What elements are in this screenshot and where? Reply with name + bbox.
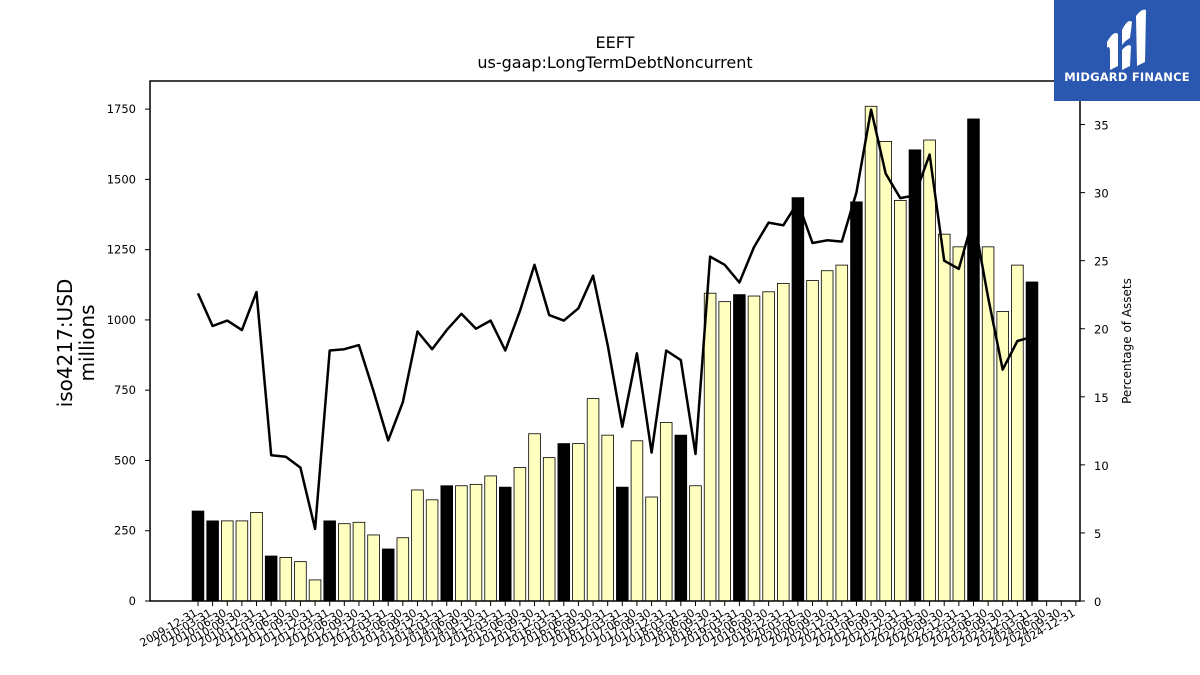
- bar-47: [879, 141, 892, 602]
- bar-26: [572, 443, 585, 602]
- bar-3: [235, 520, 249, 602]
- logo-mark-icon: [1107, 9, 1146, 70]
- bar-56: [1011, 264, 1024, 602]
- bar-19: [469, 483, 483, 602]
- bar-53: [967, 118, 980, 602]
- y2-tick-label: 5: [1094, 527, 1101, 541]
- bar-20: [484, 475, 497, 602]
- bar-14: [396, 537, 410, 602]
- bar-23: [528, 433, 541, 602]
- bar-50: [923, 139, 936, 602]
- bar-10: [338, 523, 351, 602]
- y-tick-label: 250: [114, 524, 136, 538]
- bar-32: [659, 422, 673, 602]
- bar-6: [279, 557, 293, 602]
- bar-38: [747, 295, 761, 602]
- y2-tick-label: 20: [1094, 323, 1109, 337]
- y-tick-label: 0: [129, 594, 136, 608]
- chart-title: EEFT: [596, 33, 635, 52]
- plot-frame: [149, 80, 1081, 602]
- bar-40: [777, 282, 790, 602]
- bar-48: [894, 200, 907, 602]
- bar-43: [820, 270, 834, 602]
- bar-29: [616, 486, 629, 602]
- bar-49: [908, 149, 922, 602]
- bar-9: [323, 520, 336, 602]
- bar-5: [264, 555, 278, 602]
- bar-22: [513, 467, 527, 602]
- bar-37: [733, 294, 746, 602]
- percent-line-series: [196, 108, 1033, 531]
- chart-subtitle: us-gaap:LongTermDebtNoncurrent: [477, 53, 752, 72]
- bar-39: [762, 291, 775, 602]
- bar-35: [703, 292, 717, 602]
- y2-tick-label: 25: [1094, 255, 1109, 269]
- y-axis-right: 0 5 10 15 20 25 30 35: [1080, 119, 1109, 609]
- bar-7: [294, 561, 307, 602]
- bar-25: [557, 443, 571, 602]
- percent-line: [196, 108, 1033, 531]
- bar-8: [308, 579, 322, 602]
- bar-41: [791, 197, 805, 602]
- bar-36: [718, 301, 731, 602]
- bar-0: [191, 510, 205, 602]
- bar-34: [689, 485, 702, 602]
- y2-tick-label: 35: [1094, 119, 1109, 133]
- y-axis-label-line1: iso4217:USD: [53, 279, 77, 408]
- y2-tick-label: 10: [1094, 459, 1109, 473]
- y2-tick-label: 0: [1094, 595, 1101, 609]
- bar-12: [367, 534, 380, 602]
- logo-text: MIDGARD FINANCE: [1064, 70, 1190, 84]
- y-tick-label: 1500: [107, 172, 136, 186]
- bar-15: [411, 489, 424, 602]
- bar-4: [250, 512, 263, 602]
- bar-52: [952, 246, 966, 602]
- y-tick-label: 500: [114, 453, 136, 467]
- bar-51: [937, 233, 951, 602]
- bar-42: [806, 280, 819, 602]
- bar-30: [630, 440, 644, 602]
- bar-series: [191, 105, 1039, 602]
- x-axis: 2009-12-312010-03-312010-06-302010-09-30…: [138, 601, 1077, 650]
- bar-1: [206, 520, 219, 602]
- y-tick-label: 750: [114, 383, 136, 397]
- bar-28: [601, 434, 614, 602]
- y-tick-label: 1000: [107, 313, 136, 327]
- bar-13: [381, 548, 395, 602]
- bar-45: [850, 201, 863, 602]
- brand-logo: MIDGARD FINANCE: [1054, 0, 1200, 101]
- bar-33: [674, 434, 688, 602]
- y-tick-label: 1750: [107, 102, 136, 116]
- y-axis-left: 0 250 500 750 1000 1250 1500 1750: [107, 102, 150, 608]
- bar-24: [542, 457, 556, 602]
- bar-21: [499, 486, 512, 602]
- y2-tick-label: 30: [1094, 187, 1109, 201]
- bar-16: [425, 499, 439, 602]
- bar-11: [352, 521, 366, 602]
- y2-tick-label: 15: [1094, 391, 1109, 405]
- bar-17: [440, 485, 453, 602]
- bar-27: [586, 398, 600, 602]
- bar-2: [221, 520, 234, 602]
- y-tick-label: 1250: [107, 243, 136, 257]
- bar-31: [645, 496, 658, 602]
- y-axis-label-line2: millions: [75, 304, 99, 381]
- bar-46: [864, 105, 878, 602]
- bar-57: [1025, 281, 1039, 602]
- bar-18: [455, 485, 468, 602]
- y2-axis-label: Percentage of Assets: [1120, 278, 1134, 404]
- bar-44: [835, 264, 849, 602]
